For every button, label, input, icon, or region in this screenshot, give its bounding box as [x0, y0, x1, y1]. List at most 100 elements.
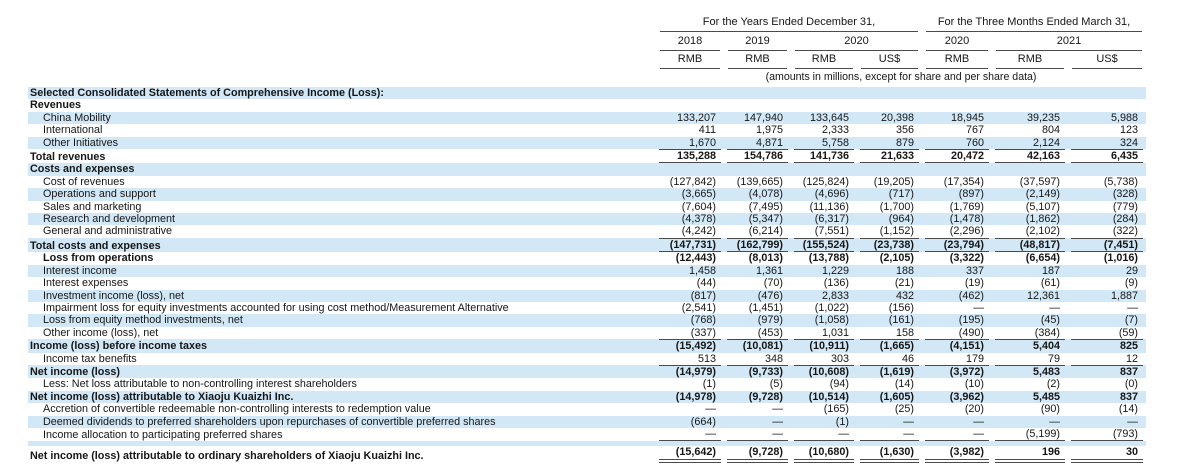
cell-value: (48,817) [995, 237, 1066, 253]
cell-value: (4,696) [814, 188, 849, 201]
cell-value: — [705, 403, 716, 416]
header-spacer [28, 51, 656, 69]
year-header-2018: 2018 [656, 33, 724, 51]
table-row: Net income (loss) attributable to ordina… [28, 446, 1146, 463]
cell-value: 79 [1048, 352, 1061, 365]
row-label: Selected Consolidated Statements of Comp… [30, 87, 384, 99]
value-cell: — [724, 428, 791, 442]
row-label: Loss from operations [43, 252, 154, 265]
value-cell [1068, 163, 1146, 175]
row-label: Research and development [43, 213, 176, 226]
value-cell: (284) [1068, 213, 1146, 225]
value-cell: 324 [1068, 137, 1146, 149]
cell-value: (15,642) [659, 446, 721, 463]
value-cell: 18,945 [922, 112, 992, 124]
value-cell: 767 [922, 124, 992, 136]
col-group-quarters: For the Three Months Ended March 31, [922, 15, 1146, 33]
cell-value: (155,524) [794, 237, 854, 253]
cell-value: (7) [1124, 314, 1139, 327]
value-cell: (1,630) [857, 446, 922, 463]
cell-value: (70) [763, 277, 783, 290]
year-header-2019: 2019 [724, 33, 791, 51]
value-cell: (48,817) [992, 237, 1068, 253]
cell-value [925, 164, 989, 176]
row-label: Income (loss) before income taxes [30, 340, 208, 353]
row-label: Revenues [30, 99, 82, 112]
cell-value: (337) [690, 326, 716, 339]
value-cell: (7,495) [724, 201, 791, 213]
cell-value: 21,633 [860, 149, 920, 164]
cell-value: 5,758 [821, 136, 849, 149]
value-cell: (1,058) [791, 314, 857, 326]
value-cell [857, 87, 922, 99]
value-cell: 837 [1068, 391, 1146, 403]
value-cell: (2) [992, 378, 1068, 390]
cell-value: (5,107) [1025, 200, 1061, 213]
value-cell: 5,988 [1068, 112, 1146, 124]
cell-value: 1,975 [755, 124, 783, 137]
cell-value: (6,214) [748, 225, 783, 238]
cell-value: (44) [696, 277, 716, 290]
cell-value: (5,199) [995, 428, 1066, 442]
value-cell: (10,680) [791, 446, 857, 463]
value-cell: (11,136) [791, 201, 857, 213]
col-group-quarters-label: For the Three Months Ended March 31, [926, 15, 1143, 32]
cell-value: (1,630) [860, 446, 920, 463]
value-cell: 20,398 [857, 112, 922, 124]
value-cell: (14,979) [656, 364, 724, 378]
cell-value: (328) [1112, 188, 1139, 201]
cell-value: 12,361 [1026, 289, 1061, 302]
value-cell: 1,975 [724, 124, 791, 136]
cell-value: (147,731) [659, 237, 721, 253]
cell-value: (21) [894, 277, 915, 290]
cell-value: (4,078) [748, 188, 783, 201]
table-row: Selected Consolidated Statements of Comp… [28, 87, 1147, 100]
value-cell: (1,700) [857, 201, 922, 213]
cell-value [659, 164, 721, 176]
value-cell: (5,199) [992, 428, 1068, 442]
cell-value: (768) [690, 314, 716, 327]
value-cell: 303 [791, 353, 857, 365]
cell-value: 179 [966, 352, 985, 365]
cell-value: (5,738) [1103, 175, 1139, 188]
cell-value: 5,404 [995, 339, 1066, 352]
currency-header: RMB [992, 51, 1068, 69]
cell-value: — [659, 428, 721, 442]
value-cell: 837 [1068, 364, 1146, 378]
cell-value: 135,288 [659, 149, 721, 164]
cell-value: (125,824) [802, 175, 849, 188]
value-cell: (9) [1068, 277, 1146, 289]
value-cell: — [922, 302, 992, 314]
cell-value: (10) [964, 378, 985, 391]
cell-value: — [1127, 301, 1139, 314]
units-note-row: (amounts in millions, except for share a… [28, 69, 1146, 87]
table-row: Loss from equity method investments, net… [28, 314, 1147, 327]
value-cell: 411 [656, 124, 724, 136]
cell-value: (6,654) [1025, 252, 1061, 265]
value-cell: (717) [857, 188, 922, 200]
value-cell: (3,972) [922, 364, 992, 378]
value-cell: 432 [857, 290, 922, 302]
value-cell: (14) [1068, 403, 1146, 415]
cell-value: 20,398 [880, 111, 915, 124]
cell-value: 158 [896, 326, 915, 339]
table-row: Investment income (loss), net (817) (476) 2… [28, 289, 1147, 302]
cell-value: (817) [690, 289, 716, 302]
value-cell: 2,124 [992, 137, 1068, 149]
value-cell: 337 [922, 265, 992, 277]
cell-value: (14) [1118, 403, 1139, 416]
value-cell [791, 99, 857, 111]
value-cell: (5,738) [1068, 176, 1146, 188]
cell-value: — [1127, 415, 1139, 428]
value-cell: 141,736 [791, 149, 857, 164]
cell-value: (10,514) [808, 390, 849, 403]
cell-value: 348 [764, 352, 783, 365]
value-cell: 5,485 [992, 391, 1068, 403]
cell-value: (664) [690, 415, 716, 428]
value-cell: 123 [1068, 124, 1146, 136]
table-row: Revenues [28, 99, 1146, 111]
cell-value [995, 100, 1065, 112]
cell-value: (7,604) [681, 200, 716, 213]
col-group-years: For the Years Ended December 31, [656, 15, 922, 33]
value-cell: (195) [922, 314, 992, 326]
